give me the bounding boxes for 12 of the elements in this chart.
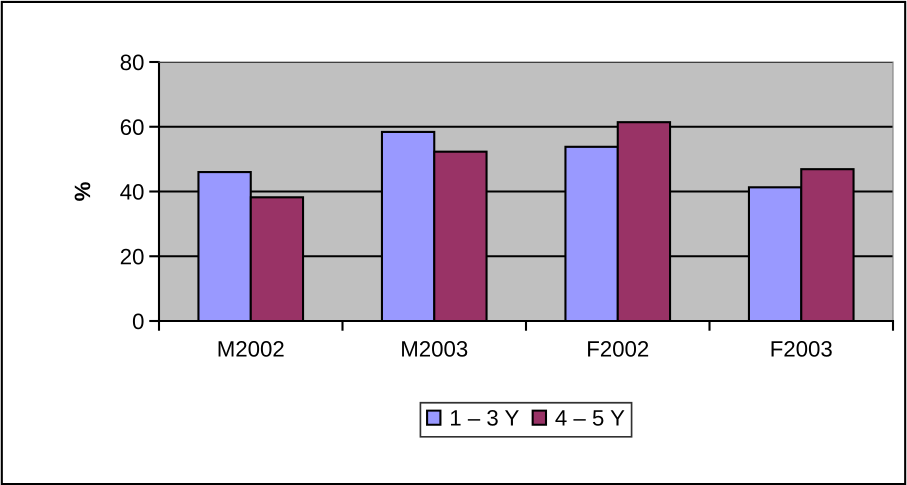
legend-label: 1 – 3 Y <box>451 410 519 426</box>
legend-label: 4 – 5 Y <box>555 410 624 426</box>
x-tick-label: F2002 <box>588 341 648 357</box>
x-tick-label: M2002 <box>218 341 284 357</box>
y-tick-label: 40 <box>120 184 144 200</box>
y-tick-label: 20 <box>120 248 144 265</box>
y-tick-label: 60 <box>120 119 144 136</box>
x-tick-label: M2003 <box>402 341 468 357</box>
y-tick-label: 80 <box>120 54 144 70</box>
x-tick-label: F2003 <box>772 341 832 357</box>
y-tick-label: 0 <box>132 314 144 330</box>
y-axis-title: % <box>74 182 90 201</box>
